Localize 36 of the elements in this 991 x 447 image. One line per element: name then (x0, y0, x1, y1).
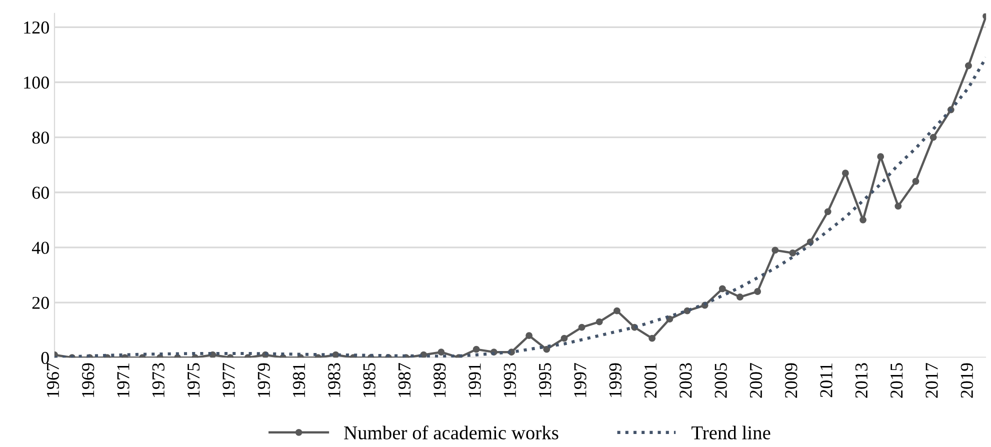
x-tick-label: 1977 (222, 362, 235, 397)
x-tick-label: 2015 (890, 363, 903, 398)
x-tick-label: 1967 (46, 362, 60, 397)
x-tick-label: 1979 (258, 363, 270, 397)
x-tick-label: 1989 (434, 363, 446, 397)
y-tick-label: 20 (32, 296, 49, 309)
y-tick-label: 100 (24, 76, 49, 89)
x-tick-label: 1999 (609, 363, 622, 397)
x-tick-label: 2009 (785, 363, 798, 398)
x-tick-label: 1985 (363, 363, 376, 397)
legend-label: Trend line (692, 426, 770, 440)
x-tick-label: 1973 (152, 363, 164, 397)
x-tick-label: 1983 (328, 363, 340, 397)
x-tick-label: 1995 (539, 363, 552, 397)
x-tick-label: 1971 (117, 364, 130, 397)
x-tick-label: 1987 (398, 362, 411, 397)
y-tick-label: 120 (24, 21, 49, 34)
x-tick-label: 2007 (750, 362, 762, 398)
legend-label: Number of academic works (344, 426, 558, 440)
x-tick-label: 2017 (926, 362, 938, 398)
y-tick-label: 40 (32, 242, 49, 254)
x-tick-label: 2011 (820, 364, 832, 398)
x-tick-label: 2005 (714, 363, 727, 398)
x-tick-label: 2001 (644, 364, 657, 398)
x-tick-label: 1993 (504, 363, 516, 397)
y-tick-label: 0 (41, 352, 49, 364)
y-tick-label: 80 (32, 132, 49, 144)
x-tick-label: 2019 (960, 363, 973, 398)
x-tick-label: 1991 (468, 364, 481, 397)
x-tick-label: 2013 (855, 363, 868, 398)
x-tick-label: 1969 (82, 363, 94, 397)
x-tick-label: 1981 (292, 364, 306, 397)
x-tick-label: 1975 (188, 363, 200, 397)
y-tick-label: 60 (32, 186, 49, 199)
x-tick-label: 2003 (680, 363, 692, 398)
x-tick-label: 1997 (574, 362, 586, 397)
